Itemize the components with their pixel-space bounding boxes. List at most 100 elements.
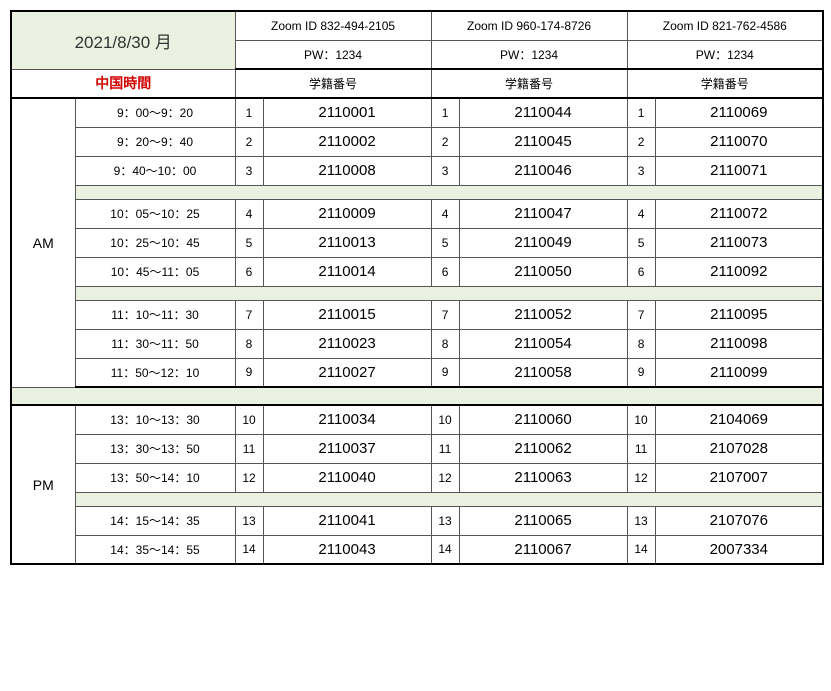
table-row: 11：50～12：10 9 2110027 9 2110058 9 211009… — [11, 358, 823, 387]
seq-cell: 10 — [627, 405, 655, 434]
seq-cell: 1 — [627, 98, 655, 127]
table-row: 10：45～11：05 6 2110014 6 2110050 6 211009… — [11, 257, 823, 286]
student-id: 2110043 — [263, 535, 431, 564]
student-id: 2110095 — [655, 300, 823, 329]
seq-cell: 10 — [431, 405, 459, 434]
pw-2: PW：1234 — [431, 40, 627, 69]
seq-cell: 4 — [627, 199, 655, 228]
student-id: 2110054 — [459, 329, 627, 358]
time-cell: 9：20～9：40 — [75, 127, 235, 156]
seq-cell: 14 — [627, 535, 655, 564]
seq-cell: 3 — [431, 156, 459, 185]
table-row: 9：20～9：40 2 2110002 2 2110045 2 2110070 — [11, 127, 823, 156]
col-header-2: 学籍番号 — [431, 69, 627, 98]
seq-cell: 5 — [431, 228, 459, 257]
schedule-table: 2021/8/30 月 Zoom ID 832-494-2105 Zoom ID… — [10, 10, 824, 565]
seq-cell: 7 — [627, 300, 655, 329]
student-id: 2110098 — [655, 329, 823, 358]
seq-cell: 4 — [431, 199, 459, 228]
date-cell: 2021/8/30 月 — [11, 11, 235, 69]
table-row: AM 9：00～9：20 1 2110001 1 2110044 1 21100… — [11, 98, 823, 127]
seq-cell: 5 — [627, 228, 655, 257]
student-id: 2110001 — [263, 98, 431, 127]
student-id: 2110067 — [459, 535, 627, 564]
student-id: 2110002 — [263, 127, 431, 156]
time-cell: 14：35～14：55 — [75, 535, 235, 564]
student-id: 2110047 — [459, 199, 627, 228]
student-id: 2110072 — [655, 199, 823, 228]
time-cell: 11：10～11：30 — [75, 300, 235, 329]
pw-1: PW：1234 — [235, 40, 431, 69]
table-row: 14：35～14：55 14 2110043 14 2110067 14 200… — [11, 535, 823, 564]
seq-cell: 12 — [627, 463, 655, 492]
table-row: 11：10～11：30 7 2110015 7 2110052 7 211009… — [11, 300, 823, 329]
student-id: 2104069 — [655, 405, 823, 434]
seq-cell: 3 — [235, 156, 263, 185]
seq-cell: 13 — [235, 506, 263, 535]
student-id: 2110013 — [263, 228, 431, 257]
student-id: 2110034 — [263, 405, 431, 434]
time-cell: 14：15～14：35 — [75, 506, 235, 535]
seq-cell: 13 — [431, 506, 459, 535]
seq-cell: 1 — [431, 98, 459, 127]
col-header-1: 学籍番号 — [235, 69, 431, 98]
student-id: 2110070 — [655, 127, 823, 156]
student-id: 2110073 — [655, 228, 823, 257]
table-row: 10：25～10：45 5 2110013 5 2110049 5 211007… — [11, 228, 823, 257]
zoom-id-2: Zoom ID 960-174-8726 — [431, 11, 627, 40]
student-id: 2110009 — [263, 199, 431, 228]
seq-cell: 9 — [431, 358, 459, 387]
seq-cell: 7 — [235, 300, 263, 329]
seq-cell: 11 — [235, 434, 263, 463]
seq-cell: 6 — [431, 257, 459, 286]
student-id: 2110050 — [459, 257, 627, 286]
seq-cell: 8 — [627, 329, 655, 358]
time-cell: 11：50～12：10 — [75, 358, 235, 387]
seq-cell: 11 — [431, 434, 459, 463]
student-id: 2110069 — [655, 98, 823, 127]
time-cell: 10：25～10：45 — [75, 228, 235, 257]
seq-cell: 11 — [627, 434, 655, 463]
student-id: 2110008 — [263, 156, 431, 185]
student-id: 2110046 — [459, 156, 627, 185]
seq-cell: 8 — [235, 329, 263, 358]
student-id: 2110092 — [655, 257, 823, 286]
zoom-id-3: Zoom ID 821-762-4586 — [627, 11, 823, 40]
seq-cell: 7 — [431, 300, 459, 329]
student-id: 2110037 — [263, 434, 431, 463]
time-cell: 9：40～10：00 — [75, 156, 235, 185]
time-cell: 10：05～10：25 — [75, 199, 235, 228]
time-cell: 13：50～14：10 — [75, 463, 235, 492]
period-am: AM — [11, 98, 75, 387]
seq-cell: 1 — [235, 98, 263, 127]
student-id: 2110063 — [459, 463, 627, 492]
timezone-label: 中国時間 — [11, 69, 235, 98]
seq-cell: 2 — [431, 127, 459, 156]
table-row: 9：40～10：00 3 2110008 3 2110046 3 2110071 — [11, 156, 823, 185]
table-row: PM 13：10～13：30 10 2110034 10 2110060 10 … — [11, 405, 823, 434]
student-id: 2007334 — [655, 535, 823, 564]
separator-row — [11, 286, 823, 300]
seq-cell: 9 — [627, 358, 655, 387]
student-id: 2110014 — [263, 257, 431, 286]
student-id: 2110060 — [459, 405, 627, 434]
seq-cell: 2 — [235, 127, 263, 156]
time-cell: 11：30～11：50 — [75, 329, 235, 358]
period-pm: PM — [11, 405, 75, 564]
student-id: 2110065 — [459, 506, 627, 535]
pw-3: PW：1234 — [627, 40, 823, 69]
student-id: 2110045 — [459, 127, 627, 156]
seq-cell: 6 — [235, 257, 263, 286]
seq-cell: 14 — [235, 535, 263, 564]
table-row: 14：15～14：35 13 2110041 13 2110065 13 210… — [11, 506, 823, 535]
seq-cell: 14 — [431, 535, 459, 564]
student-id: 2110040 — [263, 463, 431, 492]
seq-cell: 8 — [431, 329, 459, 358]
zoom-id-1: Zoom ID 832-494-2105 — [235, 11, 431, 40]
seq-cell: 4 — [235, 199, 263, 228]
table-row: 13：30～13：50 11 2110037 11 2110062 11 210… — [11, 434, 823, 463]
time-cell: 13：10～13：30 — [75, 405, 235, 434]
time-cell: 9：00～9：20 — [75, 98, 235, 127]
student-id: 2110058 — [459, 358, 627, 387]
student-id: 2110052 — [459, 300, 627, 329]
